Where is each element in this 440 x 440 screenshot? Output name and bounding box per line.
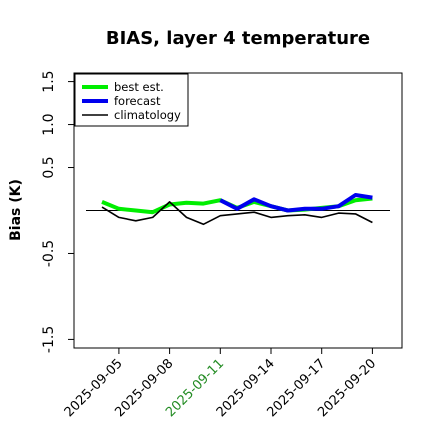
y-axis: 1.5 1.0 0.5 -0.5 -1.5 [41, 70, 74, 353]
y-tick-label: 1.0 [41, 113, 57, 135]
legend-label-2: climatology [114, 108, 181, 122]
series-lines [101, 193, 373, 226]
y-axis-label: Bias (K) [8, 179, 24, 241]
x-axis: 2025-09-052025-09-082025-09-112025-09-14… [62, 348, 379, 420]
series-line-2 [101, 201, 373, 226]
y-tick-label: 0.5 [41, 156, 57, 178]
chart-title: BIAS, layer 4 temperature [106, 28, 370, 49]
legend-label-1: forecast [114, 94, 161, 108]
y-tick-label: -0.5 [41, 240, 57, 267]
y-tick-label: 1.5 [41, 70, 57, 92]
series-line-1 [219, 193, 373, 213]
y-tick-label: -1.5 [41, 326, 57, 353]
plot-frame [73, 72, 403, 349]
legend-label-0: best est. [114, 80, 164, 94]
